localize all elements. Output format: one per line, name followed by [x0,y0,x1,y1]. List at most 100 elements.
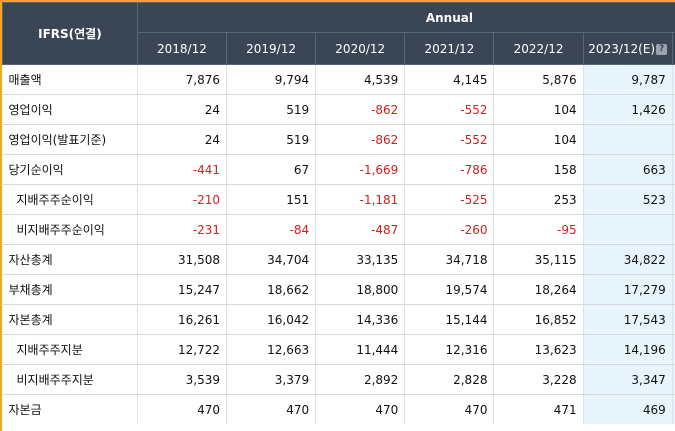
table-cell: 589 [672,184,675,215]
table-cell: 151 [226,184,317,215]
table-row: 자본금470470470470471469469 [2,394,675,425]
row-label: 비지배주주순이익 [2,214,138,245]
table-cell: 17,279 [583,274,673,305]
table-cell: 2,892 [315,364,406,395]
table-cell: 24 [137,124,228,155]
table-cell: 1,535 [672,94,675,125]
table-cell: 4,539 [315,64,406,95]
table-row: 비지배주주순이익 -231 -84 -487 -260 -95 [2,214,675,245]
table-cell: -862 [315,94,406,125]
table-cell: 34,718 [404,244,495,275]
table-cell: 470 [137,394,228,425]
table-row: 자산총계 31,508 34,704 33,135 34,718 35,115 34,822… [2,244,675,275]
year-header: 2019/12 [225,32,317,65]
table-cell: 9,787 [583,64,673,95]
year-header: 2022/12 [493,32,584,65]
table-cell: -231 [137,214,228,245]
table-cell: 104 [493,124,584,155]
table-cell: 3,347 [583,364,673,395]
table-cell: 16,261 [137,304,228,335]
table-cell: 12,663 [226,334,317,365]
accounting-standard-header: IFRS(연결) [2,2,138,65]
table-cell: 519 [226,124,317,155]
table-cell: 16,042 [226,304,317,335]
row-label: 자산총계 [2,244,138,275]
table-cell: 18,250 [672,304,675,335]
table-cell: 34,704 [226,244,317,275]
table-cell: -552 [404,124,495,155]
year-header-label: 2018/12 [156,41,207,56]
table-cell: -84 [226,214,317,245]
table-cell: 33,135 [315,244,406,275]
table-cell: 35,115 [493,244,584,275]
row-label: 당기순이익 [2,154,138,185]
row-label: 영업이익 [2,94,138,125]
table-cell: 3,379 [226,364,317,395]
year-header-label: 2020/12 [335,41,386,56]
table-cell: 104 [493,94,584,125]
table-bottom-edge [2,424,675,431]
row-label: 자본금 [2,394,138,425]
estimate-help-icon[interactable]: ? [656,43,668,55]
table-row: 부채총계 15,247 18,662 18,800 19,574 18,264 17,279… [2,274,675,305]
table-cell: 5,876 [493,64,584,95]
row-label: 매출액 [2,64,138,95]
table-cell: -487 [315,214,406,245]
row-label: 영업이익(발표기준) [2,124,138,155]
table-cell: 15,247 [137,274,228,305]
table-cell: 469 [583,394,673,425]
table-cell: 253 [493,184,584,215]
table-cell: -862 [315,124,406,155]
year-header-label: 2023/12(E) [588,41,656,56]
year-header: 2021/12 [404,32,495,65]
table-cell [672,214,675,245]
year-header-label: 2019/12 [246,41,296,56]
table-cell [583,124,673,155]
year-header-label: 2021/12 [424,41,475,56]
table-cell: 663 [583,154,673,185]
table-cell: 15,144 [404,304,495,335]
table-cell: 1,426 [583,94,673,125]
table-cell: -95 [493,214,584,245]
table-cell: -210 [137,184,228,215]
table-cell: 17,543 [583,304,673,335]
table-cell: 14,196 [583,334,673,365]
table-cell: 4,145 [404,64,495,95]
year-header: 2024/12(E)? [671,32,675,65]
table-cell: 470 [315,394,406,425]
year-header: 2018/12 [136,32,228,65]
table-cell: 31,508 [137,244,228,275]
table-cell: 470 [404,394,495,425]
row-label: 부채총계 [2,274,138,305]
table-cell: 470 [226,394,317,425]
table-cell: 3,228 [493,364,584,395]
table-row: 영업이익(발표기준) 24 519 -862 -552 104 [2,124,675,155]
table-cell: 67 [226,154,317,185]
table-cell: 18,662 [226,274,317,305]
table-row: 지배주주지분 12,722 12,663 11,444 12,316 13,623 14,1… [2,334,675,365]
table-cell: 14,765 [672,334,675,365]
table-cell: -1,181 [315,184,406,215]
table-cell: 18,264 [493,274,584,305]
row-label: 지배주주순이익 [2,184,138,215]
table-cell: -786 [404,154,495,185]
table-cell: 471 [493,394,584,425]
table-cell: -1,669 [315,154,406,185]
row-label: 지배주주지분 [2,334,138,365]
table-cell: 18,800 [315,274,406,305]
table-cell [583,214,673,245]
table-cell: -441 [137,154,228,185]
table-cell: 12,316 [404,334,495,365]
table-cell: 10,704 [672,64,675,95]
table-cell: -552 [404,94,495,125]
table-cell: 519 [226,94,317,125]
table-cell: 24 [137,94,228,125]
table-cell: 19,574 [404,274,495,305]
table-cell: 7,876 [137,64,228,95]
financial-summary-table: IFRS(연결) Annual 2018/12 2019/12 2020/12 202… [2,2,675,425]
table-row: 비지배주주지분3,5393,3792,8922,8283,2283,3473,4… [2,364,675,395]
